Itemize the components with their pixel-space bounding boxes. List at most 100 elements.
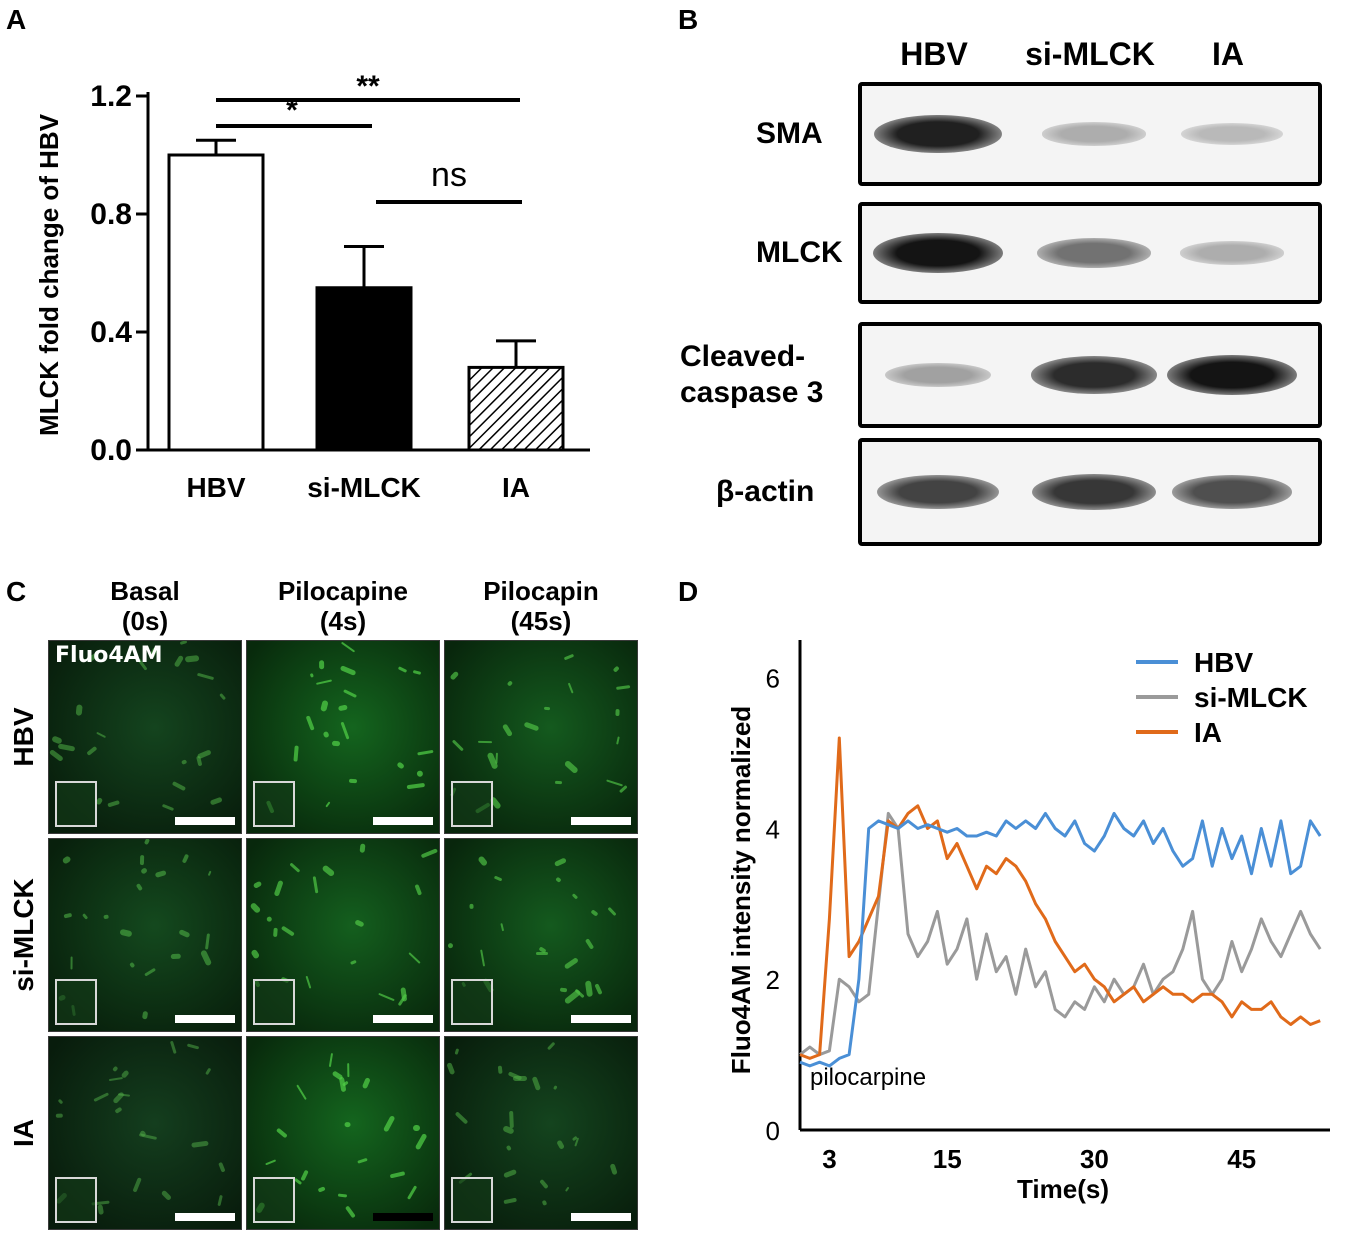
cell-signal: [361, 1077, 371, 1090]
cell-signal: [305, 976, 312, 989]
bar-ia: [467, 365, 565, 452]
micrograph: [48, 1036, 242, 1230]
cell-signal: [615, 708, 620, 717]
cell-signal: [468, 903, 474, 909]
cell-signal: [136, 883, 144, 891]
cell-signal: [389, 1170, 406, 1178]
cell-signal: [63, 912, 73, 919]
series-line-ia: [799, 736, 1321, 1060]
cell-signal: [205, 1067, 212, 1076]
cell-signal: [530, 1076, 542, 1092]
x-tick-label: 30: [1080, 1144, 1109, 1174]
cell-signal: [446, 1062, 456, 1076]
significance-label: *: [286, 94, 298, 127]
column-header-line: Pilocapine: [277, 576, 409, 606]
cell-signal: [92, 1092, 109, 1102]
y-tick-label: 1.2: [90, 80, 132, 113]
blot-strip: [858, 82, 1322, 186]
significance-label: ns: [431, 156, 467, 194]
microscopy-grid: Basal (0s) Pilocapine (4s) Pilocapin (45s) HB…: [0, 570, 650, 1234]
y-tick-label: 0.8: [90, 198, 132, 231]
cell-signal: [344, 1205, 356, 1218]
blot-band: [1032, 473, 1156, 511]
cell-signal: [593, 982, 603, 995]
cell-signal: [139, 855, 145, 866]
blot-band: [877, 474, 999, 510]
cell-signal: [501, 723, 513, 738]
cell-signal: [184, 655, 200, 663]
lane-label: IA: [1212, 36, 1244, 72]
scale-bar: [175, 1015, 235, 1023]
cell-signal: [416, 749, 434, 756]
cell-signal: [319, 660, 325, 670]
blot-band: [1031, 356, 1157, 394]
blot-row-label-line: caspase 3: [680, 376, 824, 409]
scale-bar: [571, 1015, 631, 1023]
cell-signal: [454, 1110, 469, 1125]
x-tick-label: HBV: [186, 472, 245, 503]
cell-signal: [265, 916, 273, 924]
pilocarpine-annotation: pilocarpine: [810, 1064, 926, 1091]
cell-signal: [196, 672, 215, 681]
cell-signal: [414, 884, 422, 896]
cell-signal: [170, 1040, 177, 1055]
cell-signal: [342, 689, 357, 699]
cell-signal: [555, 1139, 565, 1150]
cell-signal: [408, 952, 421, 964]
cell-signal: [160, 1190, 173, 1202]
cell-signal: [339, 665, 357, 677]
blot-row-label: β-actin: [716, 475, 815, 508]
column-header-line: Pilocapin: [483, 576, 599, 606]
cell-signal: [75, 704, 83, 716]
cell-signal: [322, 731, 330, 739]
cell-signal: [478, 741, 493, 745]
cell-signal: [349, 779, 358, 784]
cell-signal: [57, 743, 75, 752]
column-header: Basal (0s): [48, 576, 242, 636]
cell-signal: [494, 752, 498, 764]
y-axis-label: Fluo4AM intensity normalized: [726, 706, 756, 1074]
blot-row-label: MLCK: [756, 236, 843, 269]
cell-signal: [179, 641, 188, 646]
cell-signal: [506, 680, 514, 687]
scale-bar: [571, 817, 631, 825]
cell-signal: [133, 1177, 142, 1193]
cell-signal: [407, 1185, 418, 1200]
cell-signal: [510, 1110, 515, 1129]
cell-signal: [477, 855, 489, 867]
cell-signal: [446, 942, 454, 950]
column-header: Pilocapin (45s): [444, 576, 638, 636]
inset-box: [451, 1177, 493, 1223]
cell-signal: [503, 1168, 518, 1178]
cell-signal: [616, 685, 631, 691]
y-tick-label: 0.0: [90, 434, 132, 467]
cell-signal: [329, 1053, 334, 1068]
scale-bar: [373, 1213, 433, 1221]
cell-signal: [479, 949, 485, 967]
scale-bar: [175, 1213, 235, 1221]
column-header: Pilocapine (4s): [246, 576, 440, 636]
cell-signal: [138, 1132, 157, 1140]
cell-signal: [95, 732, 107, 740]
cell-signal: [119, 928, 133, 937]
cell-signal: [320, 700, 330, 713]
cell-signal: [154, 869, 167, 879]
blot-band: [885, 362, 991, 388]
cell-signal: [109, 1076, 124, 1081]
micrograph: [48, 838, 242, 1032]
scale-bar: [373, 1015, 433, 1023]
line-chart-fluo4am: 0 2 4 6 3 15 30 45 HBV si-MLCK IA Fluo4AM intensi…: [726, 640, 1330, 1204]
column-header-line: (0s): [121, 606, 169, 636]
row-header: IA: [8, 1119, 39, 1147]
inset-box: [253, 979, 295, 1025]
cell-signal: [420, 847, 438, 859]
cell-signal: [563, 957, 579, 970]
column-header-line: (4s): [319, 606, 367, 636]
cell-signal: [543, 706, 551, 711]
scale-bar: [373, 817, 433, 825]
micrograph: [246, 1036, 440, 1230]
cell-signal: [396, 761, 406, 771]
cell-signal: [57, 1098, 64, 1105]
blot-band: [1181, 123, 1283, 145]
cell-signal: [560, 987, 568, 994]
